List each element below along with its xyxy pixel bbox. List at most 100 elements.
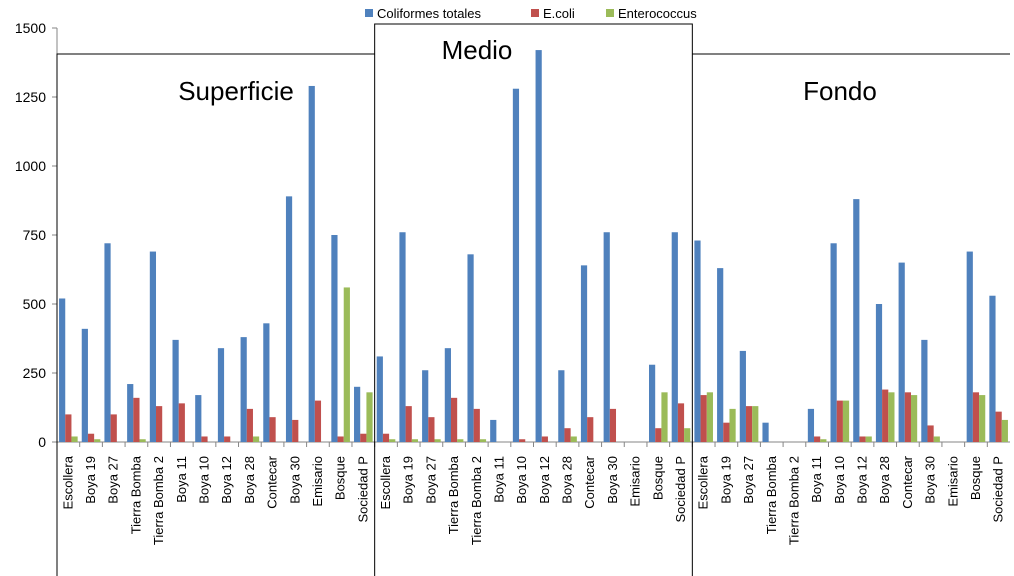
- bar-superficie-boya-28-e-coli: [247, 409, 253, 442]
- bar-superficie-boya-10-e-coli: [201, 436, 207, 442]
- chart-legend: Coliformes totales E.coli Enterococcus: [365, 6, 697, 21]
- bar-superficie-boya-28-coliformes-totales: [241, 337, 247, 442]
- bar-superficie-boya-27-coliformes-totales: [104, 243, 110, 442]
- category-label-medio-emisario: Emisario: [628, 456, 643, 507]
- bar-superficie-bosque-coliformes-totales: [331, 235, 337, 442]
- bar-medio-boya-27-enterococcus: [434, 439, 440, 442]
- bar-superficie-sociedad-p-coliformes-totales: [354, 387, 360, 442]
- category-label-medio-tierra-bomba-2: Tierra Bomba 2: [469, 456, 484, 545]
- bar-superficie-boya-19-coliformes-totales: [82, 329, 88, 442]
- bar-superficie-boya-10-coliformes-totales: [195, 395, 201, 442]
- bar-fondo-boya-30-enterococcus: [934, 436, 940, 442]
- bar-fondo-boya-12-coliformes-totales: [853, 199, 859, 442]
- category-label-medio-boya-19: Boya 19: [401, 456, 416, 504]
- bar-fondo-boya-12-enterococcus: [866, 436, 872, 442]
- bar-superficie-boya-11-coliformes-totales: [173, 340, 179, 442]
- bar-superficie-boya-19-e-coli: [88, 434, 94, 442]
- y-tick-label: 1250: [15, 89, 46, 105]
- legend-swatch-e-coli: [531, 9, 539, 17]
- bar-medio-boya-12-e-coli: [542, 436, 548, 442]
- bar-medio-boya-19-enterococcus: [412, 439, 418, 442]
- legend-label-enterococcus: Enterococcus: [618, 6, 697, 21]
- bars: [59, 50, 1008, 442]
- bar-medio-tierra-bomba-2-enterococcus: [480, 439, 486, 442]
- category-label-superficie-tierra-bomba-2: Tierra Bomba 2: [151, 456, 166, 545]
- category-label-fondo-tierra-bomba-2: Tierra Bomba 2: [786, 456, 801, 545]
- category-label-fondo-boya-10: Boya 10: [832, 456, 847, 504]
- bar-medio-boya-11-coliformes-totales: [490, 420, 496, 442]
- bar-fondo-boya-30-e-coli: [927, 425, 933, 442]
- bar-medio-escollera-enterococcus: [389, 439, 395, 442]
- y-tick-label: 750: [23, 227, 47, 243]
- bar-medio-bosque-e-coli: [655, 428, 661, 442]
- bar-fondo-boya-11-enterococcus: [820, 439, 826, 442]
- bar-superficie-boya-30-coliformes-totales: [286, 196, 292, 442]
- bar-superficie-escollera-e-coli: [65, 414, 71, 442]
- bar-medio-boya-30-coliformes-totales: [604, 232, 610, 442]
- bar-fondo-boya-11-e-coli: [814, 436, 820, 442]
- bar-medio-boya-28-coliformes-totales: [558, 370, 564, 442]
- bar-superficie-emisario-coliformes-totales: [309, 86, 315, 442]
- bar-medio-sociedad-p-enterococcus: [684, 428, 690, 442]
- bar-superficie-contecar-e-coli: [269, 417, 275, 442]
- category-label-superficie-contecar: Contecar: [265, 455, 280, 508]
- bar-fondo-boya-30-coliformes-totales: [921, 340, 927, 442]
- bar-medio-tierra-bomba-coliformes-totales: [445, 348, 451, 442]
- bar-fondo-boya-27-enterococcus: [752, 406, 758, 442]
- bar-fondo-escollera-e-coli: [701, 395, 707, 442]
- bar-superficie-boya-28-enterococcus: [253, 436, 259, 442]
- category-label-medio-boya-10: Boya 10: [514, 456, 529, 504]
- group-title-superficie: Superficie: [178, 76, 294, 106]
- bar-medio-tierra-bomba-e-coli: [451, 398, 457, 442]
- bar-fondo-boya-28-coliformes-totales: [876, 304, 882, 442]
- group-title-fondo: Fondo: [803, 76, 877, 106]
- bar-fondo-bosque-coliformes-totales: [967, 252, 973, 442]
- category-labels: Escollera Boya 19 Boya 27 Tierra Bomba Tierr…: [60, 455, 1005, 545]
- category-label-superficie-sociedad-p: Sociedad P: [355, 456, 370, 523]
- frame-medio: [375, 24, 693, 576]
- bar-medio-boya-10-e-coli: [519, 439, 525, 442]
- category-label-medio-escollera: Escollera: [378, 455, 393, 509]
- bar-fondo-boya-28-e-coli: [882, 390, 888, 442]
- category-label-superficie-bosque: Bosque: [333, 456, 348, 500]
- bar-fondo-boya-27-e-coli: [746, 406, 752, 442]
- bar-fondo-contecar-e-coli: [905, 392, 911, 442]
- category-label-superficie-boya-30: Boya 30: [287, 456, 302, 504]
- category-label-medio-boya-27: Boya 27: [423, 456, 438, 504]
- y-tick-label: 250: [23, 365, 47, 381]
- bar-fondo-boya-19-e-coli: [723, 423, 729, 442]
- bar-fondo-boya-10-enterococcus: [843, 401, 849, 442]
- bar-fondo-boya-19-enterococcus: [729, 409, 735, 442]
- category-label-medio-bosque: Bosque: [650, 456, 665, 500]
- bar-fondo-escollera-coliformes-totales: [694, 241, 700, 442]
- category-label-medio-boya-28: Boya 28: [560, 456, 575, 504]
- group-titles: Superficie Medio Fondo: [178, 35, 877, 106]
- bar-medio-boya-27-e-coli: [428, 417, 434, 442]
- bar-fondo-boya-10-e-coli: [837, 401, 843, 442]
- bar-fondo-tierra-bomba-coliformes-totales: [762, 423, 768, 442]
- category-label-medio-boya-11: Boya 11: [491, 456, 506, 503]
- bar-fondo-escollera-enterococcus: [707, 392, 713, 442]
- bar-superficie-bosque-enterococcus: [344, 287, 350, 442]
- bar-medio-sociedad-p-coliformes-totales: [672, 232, 678, 442]
- bar-medio-boya-19-e-coli: [406, 406, 412, 442]
- bar-medio-boya-28-e-coli: [564, 428, 570, 442]
- y-tick-label: 0: [38, 434, 46, 450]
- category-label-fondo-escollera: Escollera: [696, 455, 711, 509]
- bar-superficie-escollera-coliformes-totales: [59, 298, 65, 442]
- bar-superficie-boya-27-e-coli: [111, 414, 117, 442]
- category-label-medio-contecar: Contecar: [582, 455, 597, 508]
- bar-medio-boya-12-coliformes-totales: [536, 50, 542, 442]
- bar-medio-tierra-bomba-enterococcus: [457, 439, 463, 442]
- bar-superficie-boya-11-e-coli: [179, 403, 185, 442]
- bar-superficie-bosque-e-coli: [338, 436, 344, 442]
- bar-fondo-contecar-enterococcus: [911, 395, 917, 442]
- bar-fondo-bosque-enterococcus: [979, 395, 985, 442]
- category-label-superficie-boya-12: Boya 12: [219, 456, 234, 504]
- category-label-superficie-boya-19: Boya 19: [83, 456, 98, 504]
- category-label-fondo-contecar: Contecar: [900, 455, 915, 508]
- bar-superficie-sociedad-p-enterococcus: [366, 392, 372, 442]
- bar-fondo-boya-10-coliformes-totales: [831, 243, 837, 442]
- bar-medio-bosque-enterococcus: [661, 392, 667, 442]
